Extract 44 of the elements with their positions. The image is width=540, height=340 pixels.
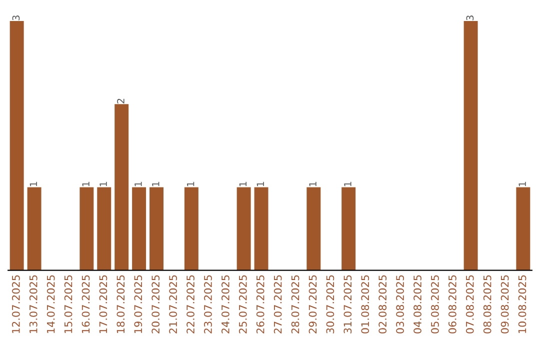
x-tick-label: 16.07.2025 <box>82 275 90 333</box>
data-label: 1 <box>152 182 160 186</box>
data-label: 1 <box>518 182 526 186</box>
x-tick-label: 28.07.2025 <box>291 275 300 334</box>
x-tick-label: 25.07.2025 <box>238 275 247 334</box>
x-tick-label: 31.07.2025 <box>344 275 352 334</box>
x-tick-label: 02.08.2025 <box>378 275 387 334</box>
data-label: 3 <box>12 16 20 20</box>
data-label: 1 <box>100 182 107 186</box>
x-tick-label: 20.07.2025 <box>152 275 160 334</box>
x-tick-label: 22.07.2025 <box>186 275 194 334</box>
x-tick-label: 01.08.2025 <box>361 275 370 334</box>
data-label: 1 <box>256 182 264 186</box>
x-tick-label: 07.08.2025 <box>466 275 474 334</box>
x-tick-label: 05.08.2025 <box>431 275 439 334</box>
x-tick-label: 10.08.2025 <box>518 275 526 333</box>
x-tick-label: 13.07.2025 <box>29 275 38 333</box>
x-tick-label: 14.07.2025 <box>46 275 55 333</box>
x-tick-label: 26.07.2025 <box>256 275 264 334</box>
x-tick-label: 30.07.2025 <box>326 275 334 334</box>
x-tick-label: 12.07.2025 <box>12 275 20 333</box>
x-tick-label: 24.07.2025 <box>221 275 230 334</box>
data-label: 1 <box>344 182 352 186</box>
x-tick-label: 03.08.2025 <box>396 275 404 334</box>
data-label: 3 <box>466 16 474 20</box>
x-tick-label: 21.07.2025 <box>169 275 177 334</box>
x-tick-label: 08.08.2025 <box>483 275 492 334</box>
x-tick-label: 06.08.2025 <box>448 275 456 334</box>
x-tick-label: 17.07.2025 <box>99 275 108 333</box>
data-label: 1 <box>82 182 90 186</box>
x-tick-label: 29.07.2025 <box>308 275 317 334</box>
x-tick-label: 09.08.2025 <box>500 275 509 334</box>
x-tick-label: 27.07.2025 <box>274 275 282 334</box>
data-label: 1 <box>187 182 194 186</box>
data-label: 1 <box>30 182 37 186</box>
data-label: 2 <box>117 98 124 104</box>
x-tick-label: 23.07.2025 <box>204 275 212 334</box>
data-label: 1 <box>309 182 316 186</box>
x-tick-label: 18.07.2025 <box>116 275 125 333</box>
x-tick-label: 04.08.2025 <box>414 275 422 334</box>
data-label: 1 <box>239 182 246 186</box>
data-label: 1 <box>134 182 142 186</box>
x-tick-label: 15.07.2025 <box>64 275 72 333</box>
x-tick-label: 19.07.2025 <box>134 275 142 333</box>
